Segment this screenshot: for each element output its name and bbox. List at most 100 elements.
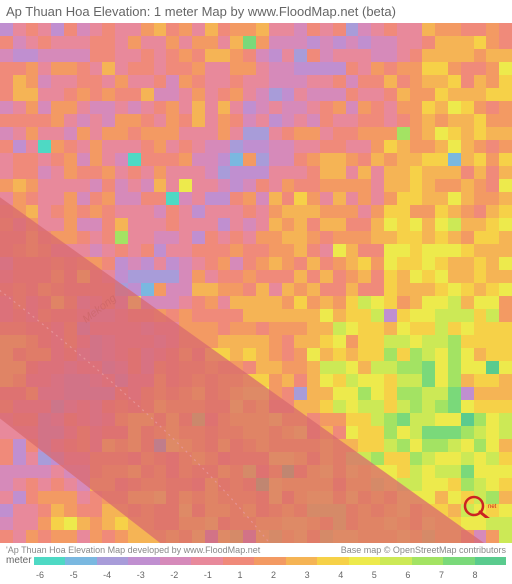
elevation-cell <box>102 192 115 205</box>
elevation-cell <box>218 127 231 140</box>
elevation-cell <box>38 322 51 335</box>
elevation-cell <box>371 127 384 140</box>
elevation-cell <box>486 465 499 478</box>
elevation-cell <box>51 465 64 478</box>
elevation-cell <box>282 192 295 205</box>
elevation-cell <box>141 452 154 465</box>
elevation-cell <box>115 231 128 244</box>
elevation-cell <box>166 491 179 504</box>
elevation-cell <box>205 517 218 530</box>
elevation-cell <box>38 504 51 517</box>
elevation-cell <box>474 205 487 218</box>
elevation-cell <box>102 348 115 361</box>
elevation-cell <box>230 153 243 166</box>
elevation-cell <box>486 296 499 309</box>
elevation-cell <box>346 205 359 218</box>
elevation-cell <box>205 439 218 452</box>
elevation-cell <box>51 140 64 153</box>
elevation-cell <box>205 75 218 88</box>
elevation-cell <box>243 49 256 62</box>
elevation-cell <box>154 439 167 452</box>
elevation-cell <box>179 75 192 88</box>
elevation-cell <box>218 218 231 231</box>
elevation-cell <box>371 244 384 257</box>
elevation-cell <box>0 88 13 101</box>
elevation-cell <box>384 296 397 309</box>
elevation-cell <box>77 75 90 88</box>
elevation-cell <box>166 153 179 166</box>
elevation-cell <box>422 153 435 166</box>
elevation-cell <box>166 387 179 400</box>
elevation-cell <box>384 153 397 166</box>
elevation-cell <box>51 348 64 361</box>
elevation-cell <box>26 218 39 231</box>
elevation-cell <box>269 478 282 491</box>
elevation-cell <box>38 530 51 543</box>
elevation-cell <box>397 465 410 478</box>
elevation-cell <box>346 75 359 88</box>
elevation-cell <box>90 231 103 244</box>
elevation-cell <box>294 400 307 413</box>
elevation-cell <box>77 270 90 283</box>
elevation-cell <box>435 452 448 465</box>
elevation-cell <box>346 361 359 374</box>
elevation-cell <box>282 478 295 491</box>
elevation-cell <box>384 179 397 192</box>
elevation-cell <box>154 140 167 153</box>
elevation-cell <box>90 101 103 114</box>
elevation-cell <box>294 283 307 296</box>
elevation-cell <box>38 387 51 400</box>
elevation-cell <box>243 361 256 374</box>
elevation-cell <box>294 478 307 491</box>
elevation-cell <box>38 348 51 361</box>
elevation-cell <box>384 231 397 244</box>
elevation-cell <box>141 270 154 283</box>
elevation-cell <box>461 257 474 270</box>
elevation-cell <box>410 400 423 413</box>
elevation-cell <box>141 478 154 491</box>
elevation-cell <box>282 452 295 465</box>
elevation-cell <box>448 127 461 140</box>
elevation-cell <box>192 205 205 218</box>
elevation-cell <box>397 322 410 335</box>
elevation-cell <box>384 218 397 231</box>
elevation-cell <box>205 179 218 192</box>
elevation-cell <box>154 335 167 348</box>
elevation-cell <box>141 257 154 270</box>
elevation-cell <box>294 374 307 387</box>
elevation-cell <box>218 88 231 101</box>
elevation-cell <box>358 348 371 361</box>
elevation-cell <box>282 62 295 75</box>
elevation-cell <box>346 309 359 322</box>
elevation-cell <box>333 465 346 478</box>
elevation-cell <box>448 374 461 387</box>
elevation-cell <box>474 75 487 88</box>
elevation-cell <box>243 36 256 49</box>
elevation-cell <box>474 322 487 335</box>
elevation-cell <box>243 296 256 309</box>
elevation-cell <box>422 374 435 387</box>
elevation-cell <box>102 244 115 257</box>
elevation-cell <box>218 478 231 491</box>
elevation-cell <box>307 36 320 49</box>
elevation-cell <box>371 62 384 75</box>
elevation-cell <box>90 452 103 465</box>
elevation-cell <box>499 374 512 387</box>
elevation-cell <box>269 361 282 374</box>
elevation-cell <box>371 140 384 153</box>
elevation-cell <box>0 348 13 361</box>
elevation-cell <box>64 244 77 257</box>
elevation-cell <box>333 101 346 114</box>
elevation-cell <box>128 439 141 452</box>
elevation-cell <box>474 452 487 465</box>
elevation-cell <box>166 504 179 517</box>
elevation-cell <box>384 348 397 361</box>
elevation-cell <box>307 387 320 400</box>
elevation-cell <box>26 478 39 491</box>
elevation-cell <box>499 257 512 270</box>
elevation-cell <box>205 114 218 127</box>
elevation-cell <box>90 270 103 283</box>
elevation-cell <box>230 205 243 218</box>
elevation-cell <box>358 530 371 543</box>
elevation-cell <box>499 153 512 166</box>
